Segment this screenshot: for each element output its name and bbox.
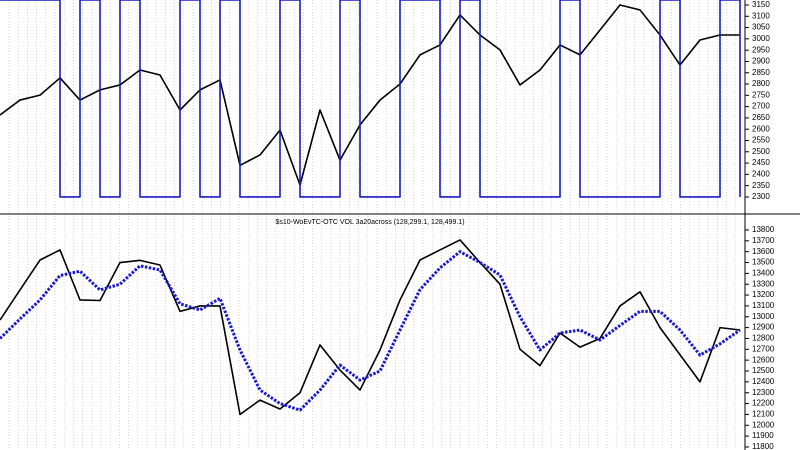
series-line (0, 250, 741, 412)
y-tick-label: 12400 (752, 377, 775, 386)
y-tick-label: 2900 (752, 57, 770, 66)
y-tick-label: 2300 (752, 192, 770, 201)
y-tick-label: 2750 (752, 90, 770, 99)
series-line (0, 239, 741, 416)
y-tick-label: 13800 (752, 225, 775, 234)
y-tick-label: 11900 (752, 431, 774, 440)
y-tick-label: 13300 (752, 279, 775, 288)
y-tick-label: 12500 (752, 366, 775, 375)
y-tick-label: 3000 (752, 34, 770, 43)
y-tick-label: 12700 (752, 344, 775, 353)
y-tick-label: 2350 (752, 181, 770, 190)
y-tick-label: 3050 (752, 23, 770, 32)
y-tick-label: 2650 (752, 113, 770, 122)
y-tick-label: 12900 (752, 323, 775, 332)
y-tick-label: 12300 (752, 388, 775, 397)
y-tick-label: 2700 (752, 102, 770, 111)
y-tick-label: 2600 (752, 124, 770, 133)
y-tick-label: 12100 (752, 410, 775, 419)
y-tick-label: 13000 (752, 312, 775, 321)
y-tick-label: 2450 (752, 158, 770, 167)
series-line (0, 0, 741, 198)
y-tick-label: 3100 (752, 11, 770, 20)
y-tick-label: 2400 (752, 169, 770, 178)
y-tick-label: 13700 (752, 236, 775, 245)
y-tick-label: 13600 (752, 247, 775, 256)
y-tick-label: 2500 (752, 147, 770, 156)
y-tick-label: 2550 (752, 136, 770, 145)
y-tick-label: 12800 (752, 334, 775, 343)
y-tick-label: 12600 (752, 355, 775, 364)
y-tick-label: 2950 (752, 45, 770, 54)
chart-title: $s10-WoEvTC-OTC VOL 3a20across (128,299.… (275, 219, 464, 226)
y-tick-label: 12200 (752, 399, 775, 408)
series-line (0, 4, 740, 186)
y-tick-label: 2800 (752, 79, 770, 88)
y-tick-label: 2850 (752, 68, 770, 77)
y-tick-label: 13500 (752, 258, 775, 267)
y-tick-label: 13400 (752, 268, 775, 277)
y-tick-label: 3150 (752, 0, 770, 9)
y-tick-label: 11800 (752, 442, 774, 450)
y-tick-label: 13100 (752, 301, 775, 310)
y-tick-label: 13200 (752, 290, 775, 299)
y-tick-label: 12000 (752, 420, 775, 429)
